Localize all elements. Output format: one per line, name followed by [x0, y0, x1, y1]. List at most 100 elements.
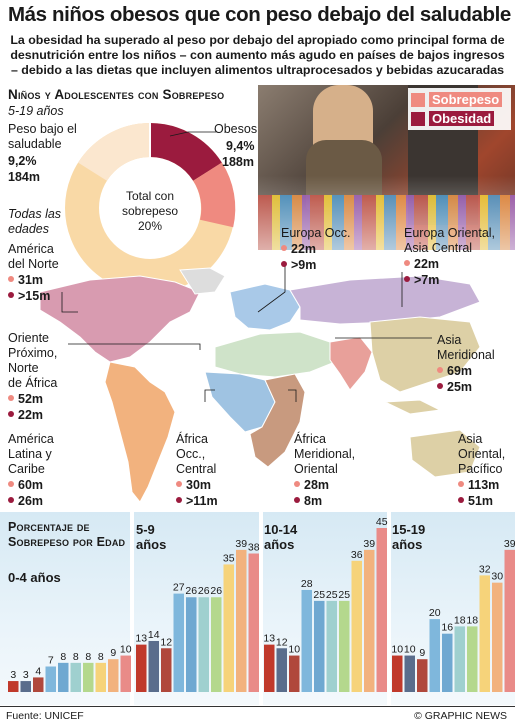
- region-africa-wc-obese-row: >11m: [176, 493, 218, 509]
- panel-label: 15-19 años: [392, 522, 425, 552]
- region-east-asia-name-3: Pacífico: [458, 462, 503, 476]
- panel-label-age: 5-9: [136, 522, 155, 537]
- bar: [136, 644, 147, 692]
- region-latam-overweight: 60m: [18, 478, 44, 492]
- region-africa-wc-obese: >11m: [186, 494, 218, 508]
- bar-value-label: 13: [135, 633, 147, 645]
- donut-heading: Niños y Adolescentes con Sobrepeso: [8, 87, 225, 102]
- donut-slice-obese: [149, 123, 222, 182]
- legend: Sobrepeso Obesidad: [408, 88, 511, 130]
- bar-value-label: 26: [185, 585, 197, 597]
- map-region-indonesia: [384, 399, 442, 415]
- leader-north-america: [61, 292, 78, 313]
- bar-value-label: 27: [173, 582, 185, 594]
- overweight-bullet: [8, 481, 14, 487]
- bar-value-label: 39: [504, 538, 515, 550]
- region-mena-obese: 22m: [18, 408, 44, 422]
- donut-center-line3: 20%: [138, 219, 162, 233]
- panel-label-unit: años: [136, 537, 166, 552]
- bar: [429, 619, 440, 692]
- bar: [108, 659, 119, 692]
- bar-value-label: 45: [376, 516, 388, 528]
- region-mena-name-2: Próximo,: [8, 346, 58, 360]
- map-region-eeca: [289, 275, 481, 325]
- obese-bullet: [8, 292, 14, 298]
- region-east-asia-overweight-row: 113m: [458, 477, 505, 493]
- map-region-greenland: [179, 267, 226, 295]
- overweight-bullet: [294, 481, 300, 487]
- bar-value-label: 12: [160, 636, 172, 648]
- bar: [223, 564, 234, 692]
- region-north-america-obese-row: >15m: [8, 288, 59, 304]
- map-region-east-asia: [369, 316, 481, 393]
- region-europe-west-name: Europa Occ.: [281, 226, 351, 240]
- bar: [276, 648, 287, 692]
- region-africa-se-name-1: África: [294, 432, 326, 446]
- region-mena-name-1: Oriente: [8, 331, 49, 345]
- bar-value-label: 10: [404, 644, 416, 656]
- obese-bullet: [281, 261, 287, 267]
- bar-value-label: 8: [85, 651, 91, 663]
- bar: [33, 677, 44, 692]
- region-south-asia-overweight-row: 69m: [437, 363, 495, 379]
- region-mena-overweight: 52m: [18, 392, 44, 406]
- donut-slice-overweight: [192, 162, 236, 228]
- bar-value-label: 4: [35, 665, 41, 677]
- leader-africa-wc: [204, 389, 215, 402]
- region-north-america-name-2: del Norte: [8, 257, 59, 271]
- region-south-asia-name-1: Asia: [437, 333, 462, 347]
- overweight-bullet: [8, 276, 14, 282]
- region-africa-se-overweight: 28m: [304, 478, 330, 492]
- bar-value-label: 28: [301, 578, 313, 590]
- legend-swatch-overweight: [411, 92, 425, 107]
- leader-europe-west: [257, 262, 286, 313]
- region-europe-east-name-2: Asia Central: [404, 241, 473, 255]
- region-mena-obese-row: 22m: [8, 407, 57, 423]
- bar-value-label: 10: [391, 644, 403, 656]
- bar: [95, 662, 106, 692]
- region-europe-west-overweight: 22m: [291, 242, 317, 256]
- region-africa-se-name-2: Meridional,: [294, 447, 356, 461]
- bar: [45, 666, 56, 692]
- bar: [186, 597, 197, 692]
- region-south-asia-overweight: 69m: [447, 364, 473, 378]
- region-europe-east-name-1: Europa Oriental,: [404, 226, 496, 240]
- panel-label: 5-9 años: [136, 522, 166, 552]
- bar: [20, 681, 31, 692]
- obese-leader-line: [169, 131, 216, 137]
- bar-value-label: 25: [338, 589, 350, 601]
- bar-value-label: 9: [419, 647, 425, 659]
- panel-label-age: 10-14: [264, 522, 298, 537]
- region-europe-east-overweight: 22m: [414, 257, 440, 271]
- region-mena-name-3: Norte: [8, 361, 39, 375]
- bar-value-label: 9: [110, 647, 116, 659]
- obese-bullet: [458, 497, 464, 503]
- region-north-america-overweight: 31m: [18, 273, 44, 287]
- donut-age-note: 5-19 años: [8, 104, 64, 118]
- bar: [479, 575, 490, 692]
- bar: [301, 589, 312, 692]
- bar: [58, 662, 69, 692]
- bar-value-label: 32: [479, 563, 491, 575]
- region-east-asia: Asia Oriental, Pacífico 113m 51m: [458, 432, 505, 509]
- overweight-bullet: [176, 481, 182, 487]
- bar-value-label: 14: [148, 629, 160, 641]
- obese-bullet: [8, 411, 14, 417]
- region-south-asia-obese-row: 25m: [437, 379, 495, 395]
- donut-chart: Total con sobrepeso 20%: [65, 122, 236, 293]
- bar: [289, 655, 300, 692]
- region-latam: América Latina y Caribe 60m 26m: [8, 432, 54, 509]
- bar-value-label: 13: [263, 633, 275, 645]
- donut-center-line1: Total con: [126, 189, 174, 203]
- region-africa-se-overweight-row: 28m: [294, 477, 355, 493]
- panel-separator: [130, 512, 134, 705]
- bar: [504, 549, 515, 692]
- legend-item-overweight: Sobrepeso: [411, 90, 508, 109]
- bar: [467, 626, 478, 692]
- bar: [326, 600, 337, 692]
- donut-center-line2: sobrepeso: [122, 204, 178, 218]
- region-latam-obese: 26m: [18, 494, 44, 508]
- obese-pct: 9,4%: [226, 139, 255, 153]
- overweight-bullet: [437, 367, 443, 373]
